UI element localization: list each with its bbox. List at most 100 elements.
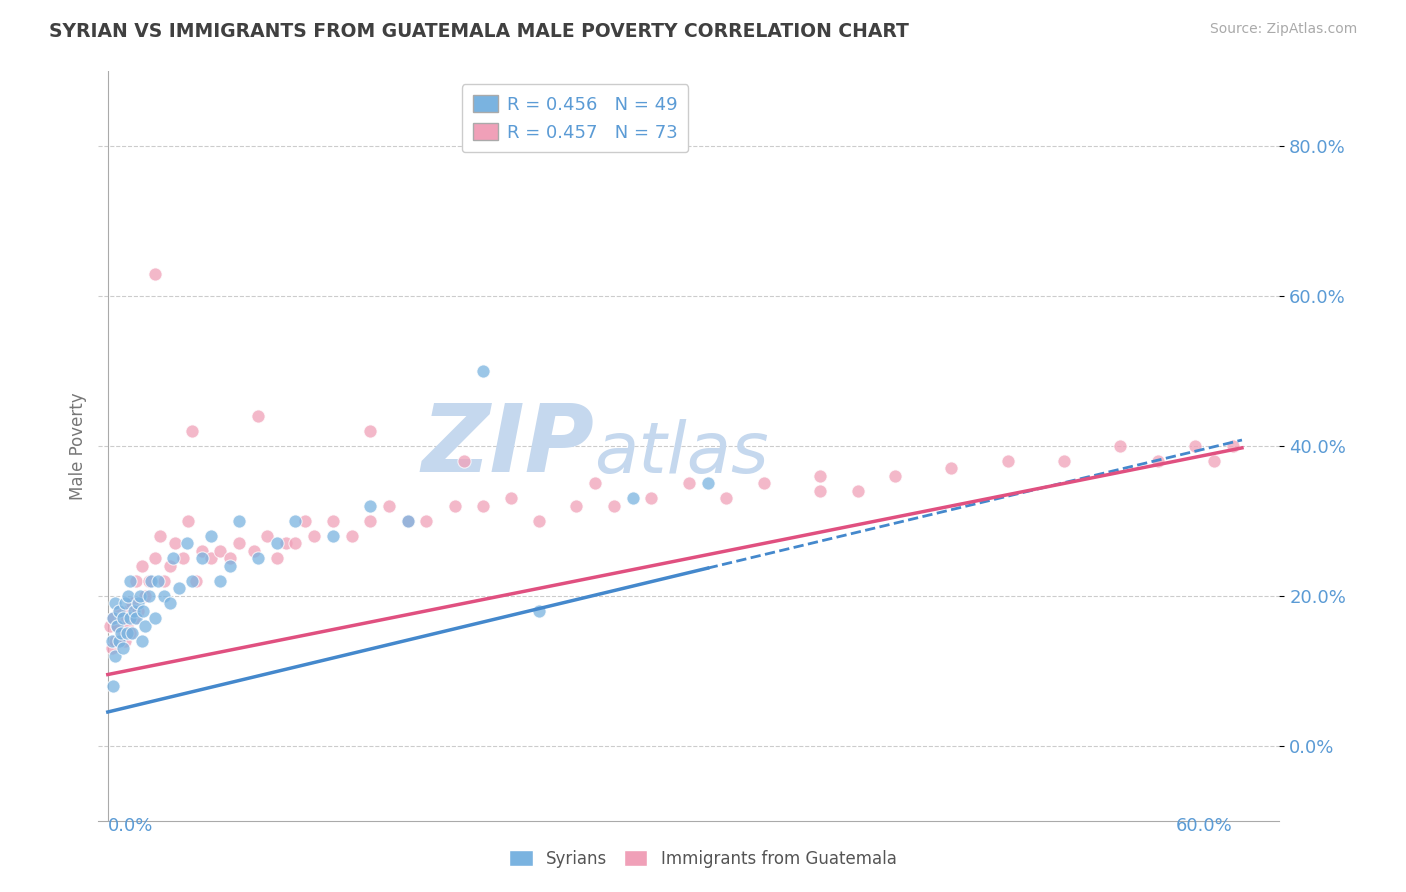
Point	[340, 529, 363, 543]
Point	[583, 476, 606, 491]
Point	[134, 619, 156, 633]
Point	[190, 544, 212, 558]
Point	[100, 633, 122, 648]
Point	[218, 558, 240, 573]
Point	[111, 641, 134, 656]
Point	[111, 626, 134, 640]
Point	[103, 679, 125, 693]
Text: 0.0%: 0.0%	[108, 817, 153, 835]
Point	[127, 604, 149, 618]
Text: atlas: atlas	[595, 419, 769, 488]
Point	[125, 574, 148, 588]
Point	[114, 596, 136, 610]
Point	[294, 514, 316, 528]
Point	[640, 491, 662, 506]
Point	[284, 536, 307, 550]
Point	[396, 514, 419, 528]
Point	[181, 424, 204, 438]
Point	[184, 574, 207, 588]
Point	[134, 589, 156, 603]
Point	[117, 604, 139, 618]
Point	[1222, 439, 1244, 453]
Point	[103, 611, 125, 625]
Point	[138, 574, 160, 588]
Point	[218, 551, 240, 566]
Point	[941, 461, 963, 475]
Point	[122, 611, 145, 625]
Point	[177, 514, 200, 528]
Point	[359, 424, 381, 438]
Point	[115, 626, 138, 640]
Point	[322, 514, 344, 528]
Point	[228, 514, 250, 528]
Point	[172, 551, 194, 566]
Point	[1053, 454, 1076, 468]
Point	[162, 551, 184, 566]
Point	[159, 558, 181, 573]
Text: SYRIAN VS IMMIGRANTS FROM GUATEMALA MALE POVERTY CORRELATION CHART: SYRIAN VS IMMIGRANTS FROM GUATEMALA MALE…	[49, 22, 910, 41]
Point	[443, 499, 465, 513]
Point	[499, 491, 522, 506]
Point	[148, 574, 170, 588]
Point	[266, 551, 288, 566]
Point	[246, 409, 269, 423]
Point	[143, 611, 166, 625]
Point	[527, 604, 550, 618]
Y-axis label: Male Poverty: Male Poverty	[69, 392, 87, 500]
Point	[127, 596, 149, 610]
Point	[808, 483, 831, 498]
Point	[105, 619, 128, 633]
Point	[527, 514, 550, 528]
Point	[115, 619, 138, 633]
Point	[696, 476, 718, 491]
Point	[165, 536, 187, 550]
Point	[884, 469, 907, 483]
Point	[246, 551, 269, 566]
Point	[143, 551, 166, 566]
Point	[266, 536, 288, 550]
Legend: Syrians, Immigrants from Guatemala: Syrians, Immigrants from Guatemala	[503, 844, 903, 875]
Point	[274, 536, 297, 550]
Point	[104, 596, 127, 610]
Point	[1146, 454, 1168, 468]
Point	[120, 626, 142, 640]
Point	[1184, 439, 1206, 453]
Point	[104, 648, 127, 663]
Point	[997, 454, 1019, 468]
Point	[190, 551, 212, 566]
Point	[243, 544, 266, 558]
Point	[104, 633, 127, 648]
Point	[108, 604, 131, 618]
Point	[153, 574, 176, 588]
Point	[131, 633, 153, 648]
Point	[752, 476, 775, 491]
Point	[122, 604, 145, 618]
Point	[111, 611, 134, 625]
Point	[471, 364, 494, 378]
Point	[121, 626, 143, 640]
Point	[603, 499, 626, 513]
Point	[167, 582, 190, 596]
Point	[1109, 439, 1132, 453]
Point	[228, 536, 250, 550]
Point	[110, 611, 132, 625]
Point	[181, 574, 204, 588]
Text: 60.0%: 60.0%	[1175, 817, 1233, 835]
Point	[396, 514, 419, 528]
Point	[100, 641, 122, 656]
Point	[200, 529, 222, 543]
Point	[359, 514, 381, 528]
Point	[125, 611, 148, 625]
Point	[149, 529, 172, 543]
Point	[846, 483, 869, 498]
Point	[117, 589, 139, 603]
Point	[128, 589, 150, 603]
Point	[108, 604, 131, 618]
Point	[256, 529, 278, 543]
Point	[415, 514, 437, 528]
Text: ZIP: ZIP	[422, 400, 595, 492]
Point	[114, 633, 136, 648]
Point	[105, 619, 128, 633]
Point	[108, 633, 131, 648]
Point	[716, 491, 738, 506]
